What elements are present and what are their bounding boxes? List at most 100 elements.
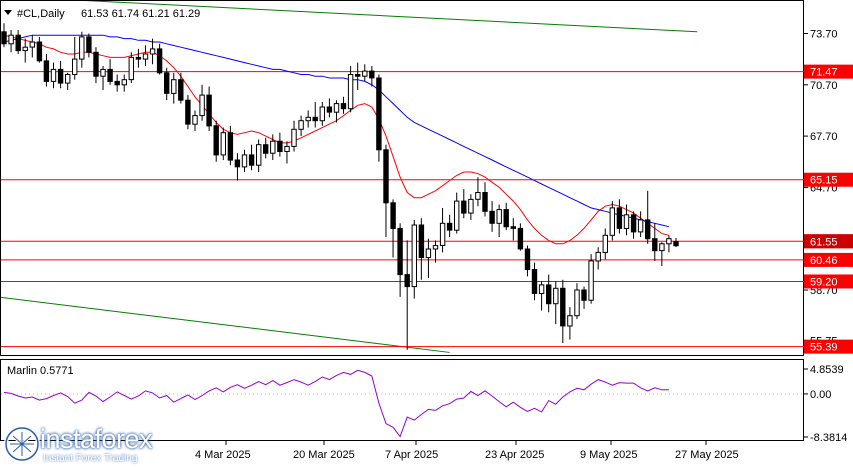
candle-body xyxy=(482,192,488,212)
candle-body xyxy=(263,144,269,154)
time-tick-label: 27 May 2025 xyxy=(675,449,739,461)
time-tick-label: 20 Mar 2025 xyxy=(293,449,355,461)
candle-body xyxy=(489,210,495,224)
candle-body xyxy=(652,238,658,252)
candle-body xyxy=(432,245,439,250)
indicator-tick-label: 4.8539 xyxy=(810,364,844,376)
candle-body xyxy=(588,260,594,301)
candle-body xyxy=(595,251,601,262)
candle-body xyxy=(524,248,531,270)
trend-lines xyxy=(1,1,698,353)
candle-body xyxy=(135,56,142,60)
candle-body xyxy=(50,68,57,82)
candle-body xyxy=(206,94,212,127)
candle-body xyxy=(609,207,615,236)
trend-line-0 xyxy=(85,1,698,33)
time-tick-label: 9 May 2025 xyxy=(580,449,637,461)
candle-body xyxy=(192,115,198,125)
candle-body xyxy=(659,243,665,252)
trend-line-1 xyxy=(1,296,450,353)
candle-body xyxy=(369,70,375,79)
level-tag xyxy=(804,274,853,289)
candle-body xyxy=(517,227,524,250)
time-axis: 4 Mar 2025 20 Mar 2025 7 Apr 2025 23 Apr 20… xyxy=(195,441,739,461)
menu-triangle-icon[interactable] xyxy=(4,10,12,15)
candle-body xyxy=(630,214,637,233)
candle-body xyxy=(107,68,113,82)
candle-body xyxy=(666,238,672,245)
candle-body xyxy=(312,116,318,122)
main-panel-frame xyxy=(0,0,804,356)
candle-body xyxy=(142,53,149,60)
current-price-label: 61.55 xyxy=(810,236,838,248)
candle-body xyxy=(57,68,64,84)
candle-body xyxy=(397,227,403,276)
candle-body xyxy=(496,209,502,224)
candle-body xyxy=(439,222,446,247)
candle-body xyxy=(376,77,382,151)
candle-body xyxy=(581,289,587,301)
candle-body xyxy=(546,284,552,305)
candle-body xyxy=(531,269,538,294)
moving-average-1 xyxy=(3,34,670,228)
level-tag-label: 59.20 xyxy=(810,276,838,288)
candle-body xyxy=(171,79,177,94)
price-tick-label: 73.70 xyxy=(810,28,838,40)
indicator-tick-label: -8.3814 xyxy=(810,432,847,444)
candle-body xyxy=(199,94,205,117)
candle-body xyxy=(156,48,163,74)
candle-body xyxy=(560,287,566,327)
candle-body xyxy=(79,36,85,60)
candle-body xyxy=(404,274,410,288)
candle-body xyxy=(418,224,425,258)
oscillator xyxy=(1,369,804,438)
candle-body xyxy=(72,58,78,75)
chart-title: #CL,Daily xyxy=(17,8,65,20)
candle-body xyxy=(468,198,474,214)
logo-tagline: Instant Forex Trading xyxy=(43,453,138,464)
candle-body xyxy=(383,149,389,204)
current-price-tag xyxy=(804,234,853,249)
candle-body xyxy=(234,159,241,168)
candle-body xyxy=(128,56,135,81)
price-tick-label: 67.70 xyxy=(810,131,838,143)
candle-body xyxy=(15,34,21,52)
candle-body xyxy=(567,315,573,327)
candle-body xyxy=(326,106,333,113)
candle-body xyxy=(149,48,156,55)
indicator-tick-label: 0.00 xyxy=(810,389,831,401)
candle-body xyxy=(65,74,71,84)
candle-body xyxy=(461,200,467,214)
candle-body xyxy=(362,70,368,77)
candle-body xyxy=(319,106,326,122)
candle-body xyxy=(673,241,679,247)
candle-body xyxy=(616,207,623,229)
marlin-line xyxy=(3,369,669,438)
candle-body xyxy=(553,287,559,305)
candle-body xyxy=(164,72,170,94)
candle-body xyxy=(347,74,354,110)
time-tick-label: 23 Apr 2025 xyxy=(485,449,544,461)
candle-body xyxy=(277,140,283,152)
candle-body xyxy=(425,248,432,259)
indicator-panel-frame xyxy=(0,359,804,441)
candle-body xyxy=(333,103,340,113)
candle-body xyxy=(43,60,50,82)
ohlc-readout: 61.53 61.74 61.21 61.29 xyxy=(81,8,200,20)
candle-body xyxy=(355,74,361,77)
candle-body xyxy=(602,234,608,253)
candle-body xyxy=(22,46,28,52)
candle-body xyxy=(305,116,311,122)
instaforex-logo: instaforex Instant Forex Trading xyxy=(2,422,182,466)
indicator-title: Marlin 0.5771 xyxy=(7,365,74,377)
candle-body xyxy=(411,224,418,288)
level-tag xyxy=(804,252,853,267)
candle-body xyxy=(114,80,120,86)
candle-body xyxy=(623,214,630,230)
time-tick-label: 4 Mar 2025 xyxy=(195,449,251,461)
candle-body xyxy=(574,289,580,317)
candle-body xyxy=(645,219,651,240)
